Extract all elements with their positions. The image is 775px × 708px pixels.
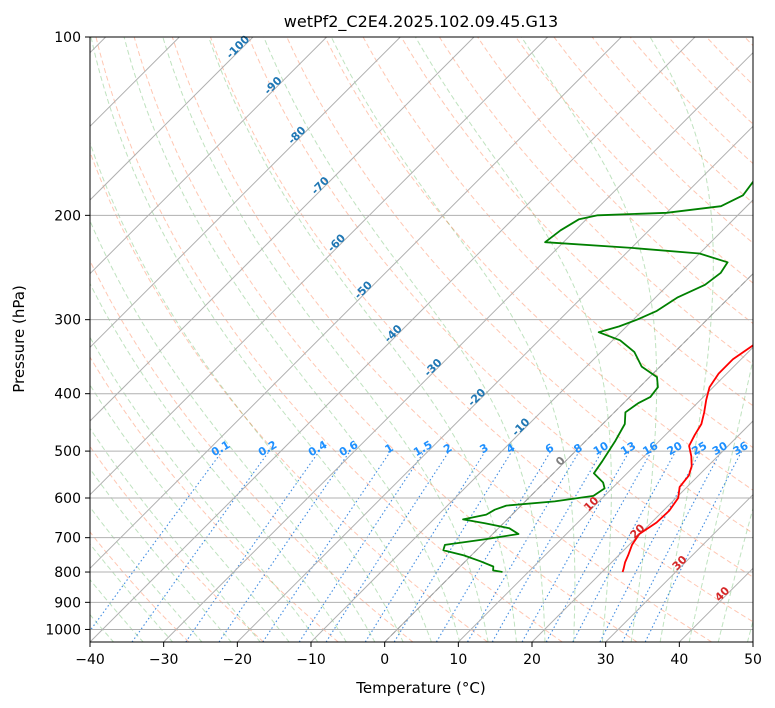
moist-adiabat: [90, 336, 319, 642]
moist-adiabats: [90, 37, 753, 642]
dry-adiabat: [210, 37, 753, 623]
mixing-ratio-line: [521, 450, 630, 642]
dry-adiabat: [286, 37, 753, 534]
mixing-ratio-line: [393, 450, 513, 642]
moist-adiabat: [90, 219, 376, 642]
dry-adiabat: [90, 150, 488, 642]
x-tick-label: 0: [380, 652, 389, 668]
moist-adiabat: [90, 468, 232, 642]
isotherm-line: [752, 641, 753, 642]
moist-adiabat: [330, 37, 576, 642]
dry-adiabat: [324, 37, 753, 491]
mixing-ratio-line: [467, 450, 580, 642]
mixing-ratio-line: [364, 450, 486, 642]
mixing-ratio-line: [131, 450, 270, 642]
x-tick-label: 40: [670, 652, 688, 668]
mixing-ratio-line: [435, 450, 552, 642]
x-tick-label: 30: [597, 652, 615, 668]
mixing-ratio-line: [325, 450, 450, 642]
moist-adiabat: [90, 37, 432, 642]
x-axis-ticks: −40 −30 −20 −10 0 10 20 30 40 50: [75, 642, 762, 668]
moist-adiabat: [688, 356, 753, 642]
dry-adiabat: [90, 531, 190, 642]
sounding-traces: [442, 180, 753, 573]
mixing-ratio-line: [185, 450, 320, 642]
dry-adiabat: [90, 259, 414, 642]
moist-adiabat: [90, 141, 404, 642]
dry-adiabat: [438, 37, 753, 365]
moist-adiabat: [90, 384, 290, 642]
moist-adiabat: [414, 37, 612, 642]
x-tick-label: −40: [75, 652, 105, 668]
isotherm-line: [90, 37, 622, 570]
y-tick-label: 700: [54, 531, 81, 547]
mixing-ratio-line: [491, 450, 603, 642]
moist-adiabat: [123, 37, 461, 642]
moist-adiabat: [90, 282, 347, 642]
dry-adiabat: [95, 37, 563, 642]
plot-frame: [89, 36, 754, 643]
dry-adiabat: [591, 37, 753, 204]
isotherm-line: [236, 125, 753, 642]
moist-adiabat: [90, 427, 261, 642]
x-axis-title: Temperature (°C): [355, 679, 485, 697]
dry-adiabat: [477, 37, 753, 325]
isotherm-line: [310, 199, 753, 642]
isotherm-grid: [90, 37, 753, 642]
dry-adiabat: [248, 37, 753, 578]
temperature-trace: [621, 344, 753, 573]
plot-background: [90, 37, 753, 642]
freezing-isotherm: [384, 272, 753, 642]
zero-isotherm: [384, 272, 753, 642]
y-tick-label: 900: [54, 595, 81, 611]
dry-adiabat: [133, 37, 638, 642]
isobar-grid: [90, 37, 753, 630]
moist-adiabat: [263, 37, 546, 642]
moist-adiabat: [520, 37, 658, 642]
moist-adiabat: [208, 37, 517, 642]
dry-adiabat: [90, 356, 339, 642]
x-tick-label: −10: [296, 652, 326, 668]
mixing-ratio-line: [218, 450, 351, 642]
x-tick-label: 50: [744, 652, 762, 668]
isotherm-line: [90, 37, 254, 201]
isotherm-line: [457, 346, 753, 642]
mixing-ratio-line: [90, 450, 223, 632]
y-tick-label: 500: [54, 444, 81, 460]
moist-adiabat: [162, 37, 489, 642]
dry-adiabat: [171, 37, 712, 642]
x-tick-label: 20: [523, 652, 541, 668]
x-tick-label: −30: [149, 652, 179, 668]
isotherm-line: [90, 37, 696, 642]
dry-adiabat: [553, 37, 753, 244]
y-tick-label: 300: [54, 313, 81, 329]
y-tick-label: 400: [54, 387, 81, 403]
x-tick-label: 10: [449, 652, 467, 668]
dry-adiabat: [400, 37, 753, 407]
moist-adiabat: [717, 506, 753, 642]
isotherm-line: [163, 51, 753, 642]
y-tick-label: 800: [54, 565, 81, 581]
y-tick-label: 1000: [45, 622, 81, 638]
mixing-ratio-line: [572, 450, 677, 642]
isotherm-line: [90, 37, 475, 422]
y-tick-label: 200: [54, 208, 81, 224]
y-tick-label: 100: [54, 30, 81, 46]
y-tick-label: 600: [54, 491, 81, 507]
y-axis-title: Pressure (hPa): [10, 285, 28, 393]
isotherm-line: [531, 420, 753, 642]
isotherm-line: [90, 37, 401, 349]
isotherm-line: [605, 493, 753, 642]
isotherm-line: [90, 37, 328, 275]
moist-adiabat: [649, 37, 714, 642]
chart-title: wetPf2_C2E4.2025.102.09.45.G13: [284, 12, 558, 32]
isotherm-line: [90, 37, 549, 496]
mixing-ratio-lines: [90, 450, 743, 642]
x-tick-label: −20: [223, 652, 253, 668]
dewpoint-trace: [442, 180, 753, 573]
y-axis-ticks: 100 200 300 400 500 600 700 800 900 1000: [45, 30, 90, 638]
